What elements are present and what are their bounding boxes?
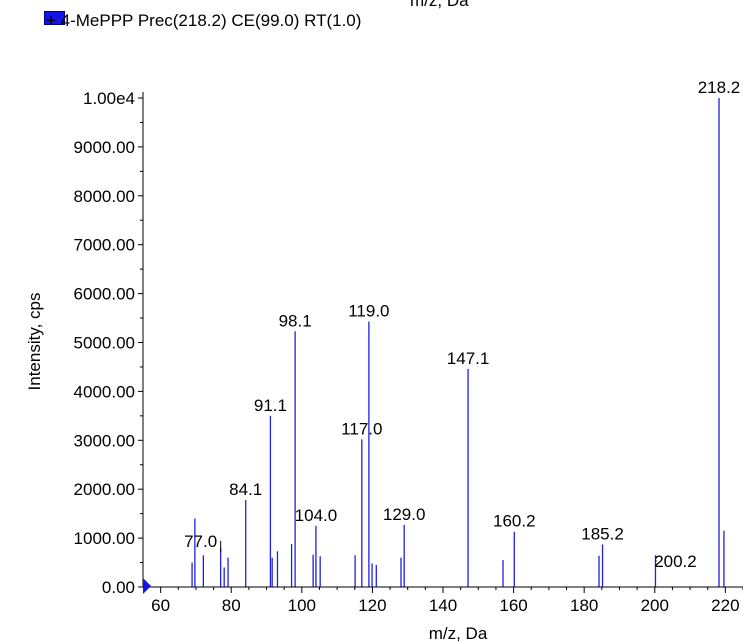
peak-label: 129.0 bbox=[383, 505, 426, 524]
peak-label: 218.2 bbox=[698, 78, 741, 97]
x-tick-label: 200 bbox=[641, 596, 669, 615]
legend-swatch bbox=[44, 11, 65, 25]
x-axis-title: m/z, Da bbox=[429, 624, 488, 643]
y-tick-label: 5000.00 bbox=[74, 334, 135, 353]
x-tick-label: 60 bbox=[151, 596, 170, 615]
annotation-leader-line bbox=[655, 559, 657, 562]
x-tick-label: 80 bbox=[222, 596, 241, 615]
peak-label: 119.0 bbox=[348, 301, 389, 320]
x-tick-label: 160 bbox=[499, 596, 527, 615]
peak-label: 147.1 bbox=[447, 349, 490, 368]
y-tick-label: 2000.00 bbox=[74, 480, 135, 499]
peak-label: 84.1 bbox=[229, 480, 262, 499]
top-clipped-axis-label: m/z, Da bbox=[410, 0, 469, 10]
peak-label: 91.1 bbox=[254, 396, 287, 415]
peak-label: 117.0 bbox=[341, 419, 382, 438]
y-tick-label: 6000.00 bbox=[74, 285, 135, 304]
x-tick-label: 100 bbox=[288, 596, 316, 615]
peak-label: 160.2 bbox=[493, 512, 536, 531]
legend bbox=[44, 8, 65, 38]
peak-label: 185.2 bbox=[581, 524, 624, 543]
y-tick-label: 4000.00 bbox=[74, 382, 135, 401]
y-tick-label: 1.00e4 bbox=[83, 89, 135, 108]
y-tick-label: 8000.00 bbox=[74, 187, 135, 206]
y-tick-label: 9000.00 bbox=[74, 138, 135, 157]
legend-entry-label: + 4-MePPP Prec(218.2) CE(99.0) RT(1.0) bbox=[46, 11, 362, 30]
x-tick-label: 220 bbox=[711, 596, 739, 615]
y-tick-label: 0.00 bbox=[102, 578, 135, 597]
x-tick-label: 140 bbox=[429, 596, 457, 615]
y-tick-label: 7000.00 bbox=[74, 236, 135, 255]
peak-label: 98.1 bbox=[279, 311, 312, 330]
peak-label: 77.0 bbox=[184, 532, 217, 551]
y-tick-label: 1000.00 bbox=[74, 529, 135, 548]
peak-label: 200.2 bbox=[654, 552, 697, 571]
x-tick-label: 120 bbox=[358, 596, 386, 615]
x-tick-label: 180 bbox=[570, 596, 598, 615]
peak-label: 104.0 bbox=[295, 506, 338, 525]
y-tick-label: 3000.00 bbox=[74, 431, 135, 450]
origin-marker-icon bbox=[143, 578, 151, 594]
y-axis-title: Intensity, cps bbox=[25, 293, 44, 391]
